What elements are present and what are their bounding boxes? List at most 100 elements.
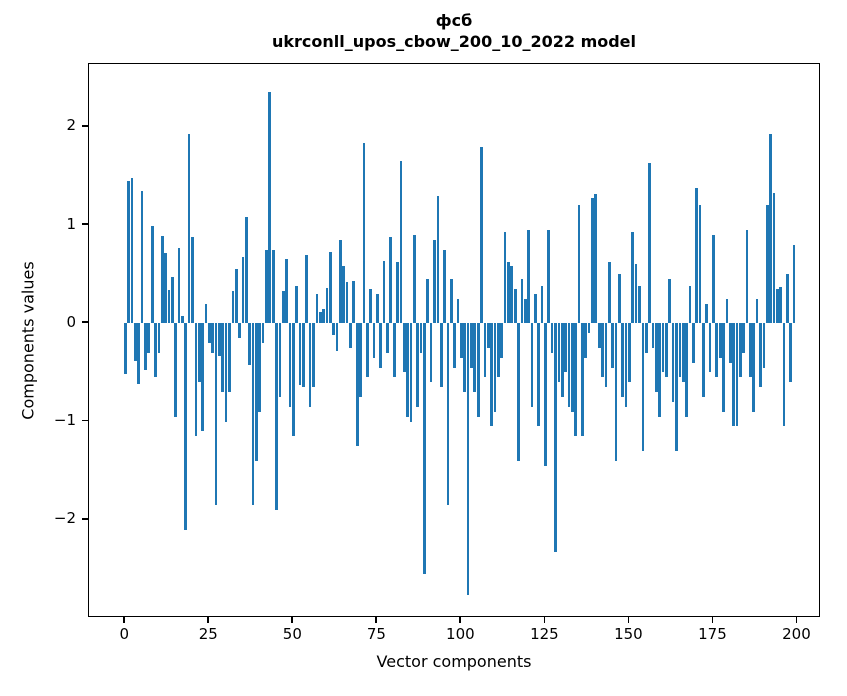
bar (718, 323, 722, 358)
bar (268, 92, 272, 324)
bar (476, 323, 480, 417)
bar (597, 323, 601, 348)
bar (443, 249, 446, 324)
bar (292, 323, 295, 437)
bar (661, 323, 665, 373)
bar (261, 323, 265, 343)
bar (591, 197, 594, 324)
bar (517, 323, 520, 461)
bar (738, 323, 742, 378)
bar (392, 323, 396, 378)
bar (564, 323, 567, 373)
bar (607, 262, 611, 324)
bar (769, 133, 772, 324)
bar (197, 323, 201, 383)
bar (402, 323, 406, 373)
bar (177, 247, 181, 324)
x-tick-mark (291, 617, 294, 623)
bar (372, 323, 376, 358)
bar (775, 288, 779, 324)
bar (271, 249, 275, 324)
bar (759, 323, 762, 388)
bar (658, 323, 662, 417)
bar (174, 323, 178, 417)
bar (594, 193, 598, 324)
bar (705, 303, 709, 324)
bar (581, 323, 584, 437)
bar (641, 323, 645, 451)
bar (614, 323, 618, 461)
bar (792, 244, 796, 324)
bar (144, 323, 147, 371)
bar (560, 323, 564, 397)
bar (493, 323, 497, 412)
bar (130, 177, 134, 324)
bar (497, 323, 500, 378)
bar (154, 323, 157, 378)
bar (328, 251, 332, 324)
bar (332, 323, 336, 336)
bar (396, 262, 399, 324)
bar (436, 195, 440, 324)
bar (137, 323, 141, 385)
y-tick-label: 1 (66, 214, 76, 233)
bar (712, 234, 715, 324)
bar (648, 163, 651, 324)
bar (322, 308, 325, 324)
bar (685, 323, 688, 417)
bar (691, 323, 695, 363)
x-tick-mark (627, 617, 630, 623)
bar (611, 323, 614, 368)
bar (238, 323, 241, 339)
bar (638, 285, 641, 324)
bar (258, 323, 262, 412)
x-tick-mark (459, 617, 462, 623)
bar (786, 274, 789, 324)
bar (446, 323, 450, 506)
x-tick-label: 50 (282, 625, 302, 643)
bar (678, 323, 682, 378)
bar (490, 323, 493, 427)
bar (530, 323, 534, 407)
bar (416, 323, 420, 407)
bar (644, 323, 648, 353)
bar (470, 323, 473, 368)
bar (345, 282, 349, 324)
bar (325, 287, 329, 324)
bar (745, 230, 749, 324)
bar (382, 261, 386, 324)
bar (288, 323, 292, 407)
bar (157, 323, 161, 353)
bar (725, 298, 729, 324)
bar (601, 323, 604, 378)
bar (295, 285, 299, 324)
chart-title: фсб ukrconll_upos_cbow_200_10_2022 model (88, 10, 820, 52)
bar (184, 323, 188, 530)
bar (557, 323, 561, 383)
bar (160, 235, 164, 324)
bar (752, 323, 756, 412)
bar (207, 323, 211, 343)
bar (278, 323, 282, 397)
bar (651, 323, 655, 348)
x-tick-label: 0 (119, 625, 130, 643)
bar (755, 298, 759, 324)
bar (194, 323, 198, 437)
bar (463, 323, 467, 393)
bar (379, 323, 383, 368)
y-tick-label: 2 (66, 116, 76, 135)
bar (577, 205, 581, 324)
bar (191, 236, 194, 324)
bar (624, 323, 628, 407)
bar (308, 323, 312, 407)
bar (164, 252, 167, 324)
bar (621, 323, 625, 397)
x-tick-label: 100 (446, 625, 475, 643)
bar (604, 323, 608, 388)
bar (772, 192, 776, 324)
bar (665, 323, 668, 378)
bar (285, 259, 288, 324)
x-tick-mark (795, 617, 798, 623)
bar (315, 293, 319, 324)
